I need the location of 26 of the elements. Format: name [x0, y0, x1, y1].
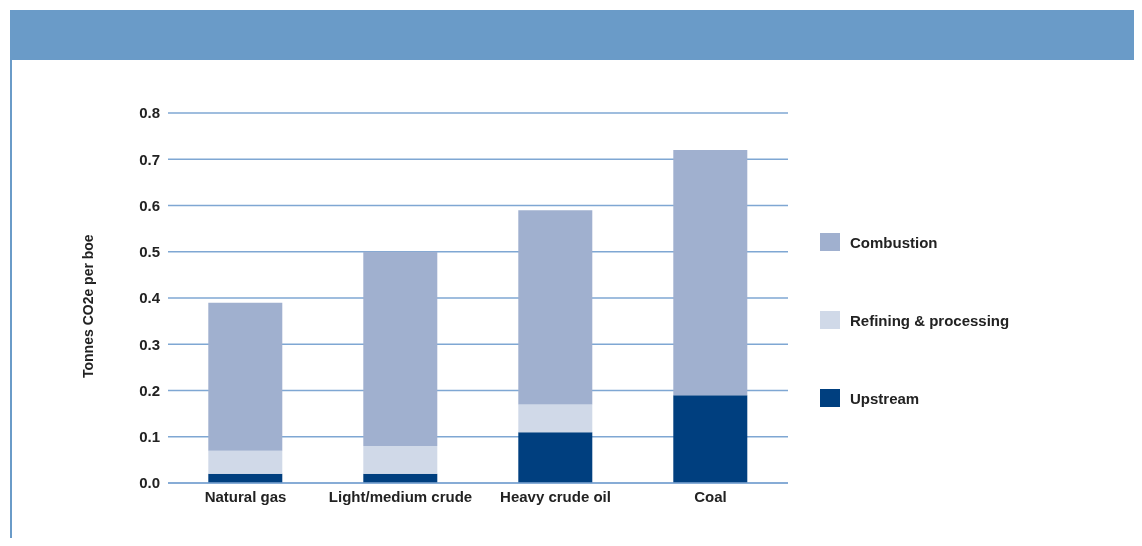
x-tick-label: Light/medium crude	[328, 487, 473, 505]
bar	[363, 251, 438, 446]
legend-label: Refining & processing	[850, 311, 1010, 329]
y-axis-title: Tonnes CO2e per boe	[79, 234, 96, 378]
bar	[518, 404, 593, 433]
y-tick-label: 0.3	[139, 335, 160, 353]
bar	[673, 395, 748, 483]
y-tick-label: 0.2	[139, 381, 160, 399]
y-tick-label: 0.6	[139, 196, 160, 214]
bar	[208, 302, 283, 451]
x-tick-label: Natural gas	[204, 487, 287, 505]
y-tick-label: 0.5	[139, 243, 160, 261]
bar	[208, 450, 283, 474]
y-tick-label: 0.7	[139, 150, 160, 168]
x-tick-label: Heavy crude oil	[500, 487, 611, 505]
x-tick-label: Coal	[694, 487, 727, 505]
bar	[363, 446, 438, 474]
y-tick-label: 0.1	[139, 428, 160, 446]
bar	[518, 432, 593, 483]
legend-label: Upstream	[850, 389, 920, 407]
y-tick-label: 0.4	[139, 289, 161, 307]
bar	[518, 210, 593, 405]
bar	[673, 150, 748, 396]
y-tick-label: 0.8	[139, 104, 160, 122]
y-tick-label: 0.0	[139, 474, 160, 492]
legend-label: Combustion	[850, 233, 938, 251]
